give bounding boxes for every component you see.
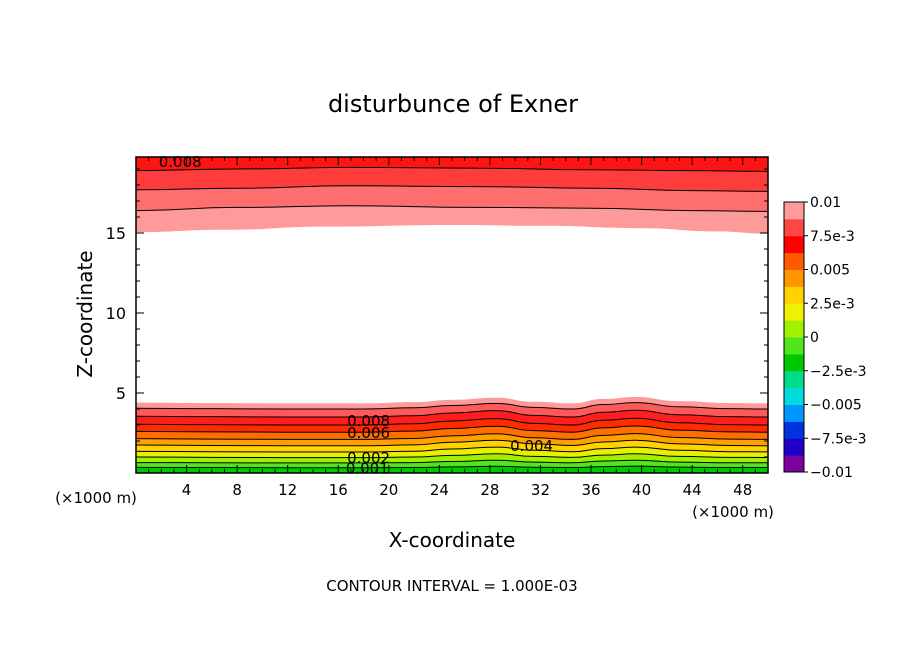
contour-fill-band	[136, 397, 768, 409]
colorbar-swatch	[784, 421, 804, 439]
contour-fill-band	[136, 433, 768, 446]
contour-line	[136, 185, 768, 192]
colorbar-tick-label: 0.01	[810, 195, 841, 211]
contour-fill-band	[136, 167, 768, 192]
contour-fill-band	[136, 402, 768, 417]
colorbar-swatch	[784, 269, 804, 287]
contour-fill-band	[136, 447, 768, 458]
x-tick-label: 48	[733, 481, 752, 499]
contour-line	[136, 433, 768, 440]
colorbar-tick-label: −2.5e-3	[810, 364, 867, 380]
colorbar-swatch	[784, 286, 804, 304]
x-tick-label: 24	[430, 481, 449, 499]
x-axis-ticks: 4 8 12 16 20 24 28 32 36 40 44 48	[148, 157, 756, 499]
chart-title: disturbunce of Exner	[328, 90, 578, 118]
colorbar-tick-label: 0.005	[810, 263, 850, 279]
contour-label: 0.008	[159, 153, 202, 171]
colorbar-tick-label: 2.5e-3	[810, 296, 855, 312]
y-tick-label: 5	[116, 384, 126, 403]
contour-line	[136, 425, 768, 433]
contour-fill-band	[136, 418, 768, 433]
colorbar-tick-label: −7.5e-3	[810, 431, 867, 447]
colorbar-swatch	[784, 353, 804, 372]
colorbar-tick-label: 0	[810, 330, 819, 346]
colorbar-swatch	[784, 303, 804, 321]
contour-fill-band	[136, 460, 768, 468]
colorbar: 0.01 7.5e-3 0.005 2.5e-3 0 −2.5e-3 −0.005 −7.5e…	[783, 195, 867, 481]
contour-fill-band	[136, 440, 768, 453]
x-tick-label: 16	[329, 481, 348, 499]
x-tick-label: 4	[182, 481, 192, 499]
colorbar-swatch	[784, 337, 804, 355]
x-tick-label: 36	[581, 481, 600, 499]
colorbar-swatch	[784, 370, 804, 389]
contour-line	[136, 439, 768, 447]
contour-line	[136, 409, 768, 418]
contour-line	[136, 205, 768, 212]
contour-fill-band	[136, 205, 768, 234]
colorbar-swatch	[784, 387, 804, 405]
colorbar-swatch	[784, 252, 804, 270]
contour-line	[136, 446, 768, 453]
contour-line	[136, 459, 768, 464]
contour-fill-band	[136, 425, 768, 440]
x-tick-label: 28	[480, 481, 499, 499]
contour-fill-layer	[136, 157, 768, 473]
colorbar-swatch	[784, 455, 804, 473]
x-tick-label: 44	[683, 481, 702, 499]
x-unit-left: (×1000 m)	[55, 489, 137, 507]
x-unit-right: (×1000 m)	[692, 503, 774, 521]
x-tick-label: 40	[632, 481, 651, 499]
y-tick-label: 15	[106, 224, 126, 243]
colorbar-swatch	[784, 202, 804, 220]
colorbar-tick-label: 7.5e-3	[810, 229, 855, 245]
contour-label: 0.004	[510, 437, 553, 455]
contour-fill-band	[136, 185, 768, 212]
colorbar-swatch	[784, 218, 804, 237]
y-axis-label: Z-coordinate	[73, 250, 97, 377]
x-tick-label: 20	[379, 481, 398, 499]
contour-label: 0.001	[346, 459, 389, 477]
colorbar-tick-label: −0.01	[810, 465, 853, 481]
contour-line-layer	[136, 166, 768, 469]
contour-line	[136, 417, 768, 426]
contour-label: 0.006	[347, 424, 390, 442]
colorbar-tick-label: −0.005	[810, 398, 862, 414]
contour-interval-footer: CONTOUR INTERVAL = 1.000E-03	[326, 577, 577, 595]
colorbar-swatch	[784, 235, 804, 254]
contour-label: 0.008	[347, 412, 390, 430]
colorbar-swatch	[784, 320, 804, 338]
x-tick-label: 12	[278, 481, 297, 499]
y-tick-label: 10	[106, 304, 126, 323]
contour-fill-band	[136, 410, 768, 425]
contour-line	[136, 453, 768, 459]
contour-label: 0.002	[347, 449, 390, 467]
colorbar-swatch	[784, 404, 804, 422]
x-axis-label: X-coordinate	[389, 528, 516, 552]
colorbar-swatch	[784, 438, 804, 456]
contour-line	[136, 402, 768, 410]
contour-line	[136, 166, 768, 172]
y-axis-ticks: 5 10 15	[106, 168, 768, 458]
x-tick-label: 32	[531, 481, 550, 499]
x-tick-label: 8	[232, 481, 242, 499]
